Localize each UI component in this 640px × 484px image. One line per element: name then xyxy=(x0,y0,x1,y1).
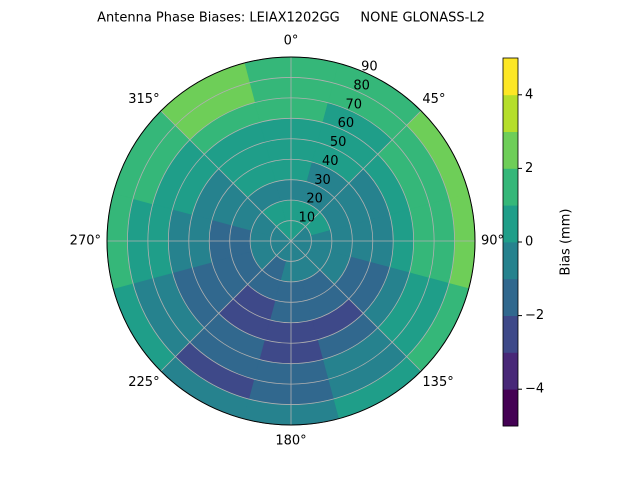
radial-tick-label: 70 xyxy=(345,97,362,112)
angular-tick-label: 135° xyxy=(422,375,453,390)
colorbar-tick-label: 2 xyxy=(525,161,533,176)
colorbar-band xyxy=(503,389,518,427)
angular-grid-line xyxy=(160,110,292,242)
colorbar-band xyxy=(503,131,518,169)
colorbar-tick-label: −4 xyxy=(525,382,544,397)
radial-tick-label: 60 xyxy=(338,116,355,131)
radial-tick-label: 20 xyxy=(306,192,323,207)
colorbar-band xyxy=(503,278,518,316)
angular-grid-line xyxy=(160,240,292,372)
colorbar-band xyxy=(503,242,518,280)
chart-title: Antenna Phase Biases: LEIAX1202GG NONE G… xyxy=(97,11,485,26)
radial-tick-label: 80 xyxy=(353,78,370,93)
colorbar-label: Bias (mm) xyxy=(559,209,574,276)
colorbar-band xyxy=(503,58,518,96)
angular-grid-line xyxy=(290,240,422,372)
colorbar-tick-label: 0 xyxy=(525,235,533,250)
angular-tick-label: 0° xyxy=(284,34,299,49)
colorbar-band xyxy=(503,168,518,206)
colorbar-band xyxy=(503,205,518,243)
polar-plot xyxy=(106,56,476,426)
polar-frame xyxy=(106,56,476,426)
colorbar-band xyxy=(503,352,518,390)
angular-tick-label: 315° xyxy=(128,92,159,107)
colorbar-tick-label: 4 xyxy=(525,87,533,102)
colorbar-tick-label: −2 xyxy=(525,308,544,323)
angular-grid-line xyxy=(290,110,422,242)
angular-tick-label: 90° xyxy=(481,234,504,249)
colorbar-band xyxy=(503,94,518,132)
radial-tick-label: 90 xyxy=(361,60,378,75)
angular-tick-label: 45° xyxy=(422,92,445,107)
angular-tick-label: 225° xyxy=(128,375,159,390)
angular-tick-label: 180° xyxy=(275,434,306,449)
angular-tick-label: 270° xyxy=(70,234,101,249)
radial-tick-label: 50 xyxy=(330,135,347,150)
radial-tick-label: 10 xyxy=(299,211,316,226)
radial-tick-label: 40 xyxy=(322,154,339,169)
colorbar-band xyxy=(503,315,518,353)
radial-tick-label: 30 xyxy=(314,173,331,188)
